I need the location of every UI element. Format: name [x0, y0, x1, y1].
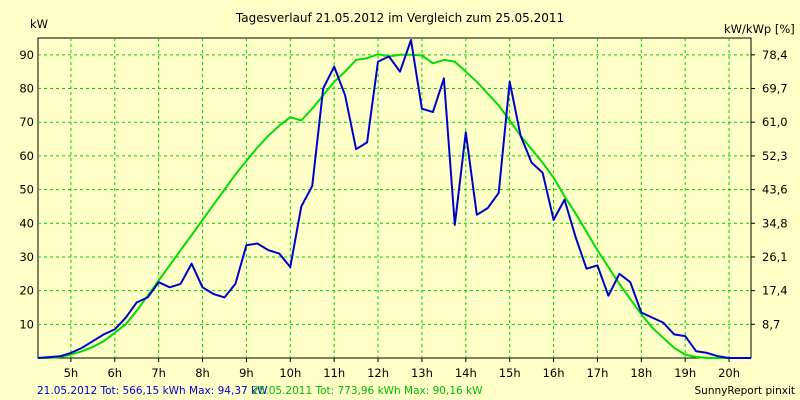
y-tick-label: 60: [19, 149, 34, 163]
y-tick-label: 30: [19, 250, 34, 264]
x-tick-label: 11h: [323, 366, 345, 380]
plot-frame: [37, 37, 752, 359]
x-tick-label: 5h: [64, 366, 79, 380]
y-tick-label: 50: [19, 183, 34, 197]
series-line-2011: [38, 53, 751, 359]
x-tick-label: 15h: [499, 366, 521, 380]
axis-ticks: 10 8,7 20 17,4 30 26,1 40 34,8 50 43,6 60 52,3 70 61,…: [19, 48, 787, 380]
y-right-tick-label: 78,4: [762, 48, 788, 62]
x-tick-label: 18h: [630, 366, 652, 380]
y-tick-label: 90: [19, 48, 34, 62]
legend-2012: 21.05.2012 Tot: 566,15 kWh Max: 94,37 kW: [37, 385, 268, 397]
y-right-tick-label: 34,8: [762, 216, 788, 230]
y-right-tick-label: 52,3: [762, 149, 788, 163]
series-layer: [37, 39, 751, 359]
y-tick-label: 20: [19, 284, 34, 298]
grid-lines: [38, 38, 751, 358]
x-tick-label: 12h: [367, 366, 389, 380]
x-tick-label: 19h: [674, 366, 696, 380]
x-tick-label: 17h: [586, 366, 608, 380]
x-tick-label: 7h: [151, 366, 166, 380]
chart-title: Tagesverlauf 21.05.2012 im Vergleich zum…: [235, 11, 564, 25]
x-tick-label: 13h: [411, 366, 433, 380]
y-right-tick-label: 61,0: [762, 115, 788, 129]
legend-2011: 25.05.2011 Tot: 773,96 kWh Max: 90,16 kW: [252, 385, 483, 397]
y-axis-label-left: kW: [30, 17, 48, 31]
x-tick-label: 14h: [455, 366, 477, 380]
y-tick-label: 40: [19, 216, 34, 230]
y-right-tick-label: 26,1: [762, 250, 788, 264]
y-tick-label: 10: [19, 317, 34, 331]
x-tick-label: 9h: [239, 366, 254, 380]
x-tick-label: 20h: [718, 366, 740, 380]
x-tick-label: 16h: [543, 366, 565, 380]
credit-text: SunnyReport pinxit: [695, 385, 795, 397]
y-right-tick-label: 17,4: [762, 284, 788, 298]
y-right-tick-label: 43,6: [762, 183, 788, 197]
y-tick-label: 70: [19, 115, 34, 129]
y-tick-label: 80: [19, 82, 34, 96]
y-right-tick-label: 69,7: [762, 82, 788, 96]
x-tick-label: 6h: [107, 366, 122, 380]
series-line-2012: [37, 39, 751, 359]
y-axis-label-right: kW/kWp [%]: [724, 22, 795, 36]
x-tick-label: 8h: [195, 366, 210, 380]
x-tick-label: 10h: [279, 366, 301, 380]
y-right-tick-label: 8,7: [762, 317, 780, 331]
